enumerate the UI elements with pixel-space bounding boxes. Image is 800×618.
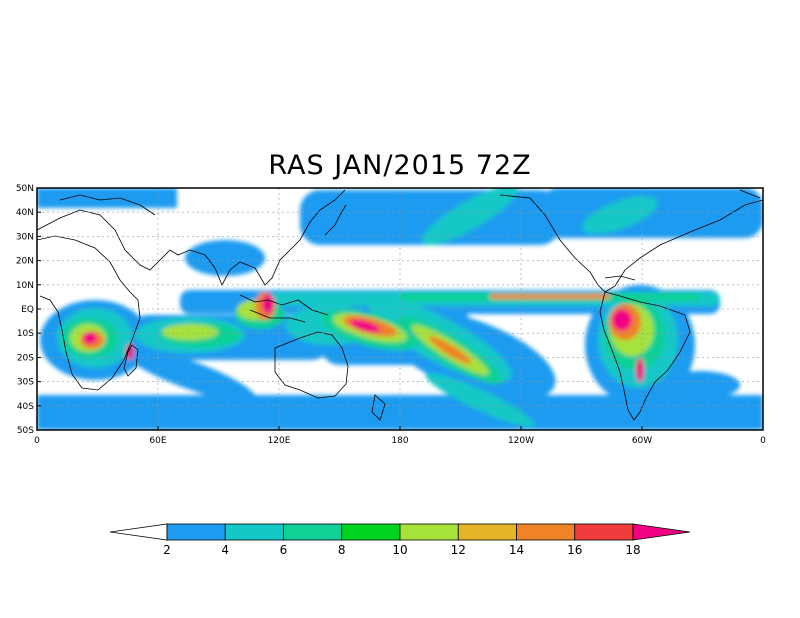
colorbar-segment [166,523,226,541]
lat-tick-label: 10N [16,281,34,291]
lat-tick-label: 50S [17,426,34,436]
lon-tick-label: 180 [391,436,408,446]
lon-tick-label: 0 [760,436,766,446]
lat-tick-label: 30N [16,232,34,242]
lon-axis-labels: 0 60E 120E 180 120W 60W 0 [34,426,766,446]
colorbar-segment [516,523,576,541]
colorbar-segment [457,523,517,541]
lat-tick-label: 30S [17,378,34,388]
colorbar-label: 18 [625,543,640,557]
lat-tick-label: 10S [17,329,34,339]
colorbar-segment [341,523,401,541]
lat-tick-label: 40S [17,402,34,412]
coastlines [37,189,763,421]
colorbar-label: 2 [163,543,171,557]
colorbar-low-arrow [109,523,168,541]
lat-tick-label: EQ [21,305,34,315]
colorbar-label: 8 [338,543,346,557]
colorbar-segment [283,523,343,541]
lat-axis-labels: 50N 40N 30N 20N 10N EQ 10S 20S 30S 40S 50S [16,184,41,436]
colorbar-label: 10 [392,543,407,557]
colorbar-high-arrow [632,523,691,541]
lat-tick-label: 20S [17,353,34,363]
lat-tick-label: 20N [16,257,34,267]
colorbar-label: 14 [509,543,524,557]
lon-tick-label: 120E [268,436,291,446]
map-title: RAS JAN/2015 72Z [268,150,532,181]
lon-tick-label: 60E [149,436,166,446]
colorbar-label: 16 [567,543,582,557]
lon-tick-label: 120W [508,436,534,446]
lon-tick-label: 0 [34,436,40,446]
colorbar-label: 6 [280,543,288,557]
colorbar-segment [574,523,634,541]
lat-tick-label: 50N [16,184,34,194]
lat-tick-label: 40N [16,208,34,218]
lon-tick-label: 60W [632,436,652,446]
map-gridlines [37,188,763,430]
colorbar-label: 12 [451,543,466,557]
colorbar-label: 4 [221,543,229,557]
colorbar-segment [399,523,459,541]
colorbar-segment [224,523,284,541]
colorbar: 2 4 6 8 10 12 14 16 18 [109,523,691,557]
